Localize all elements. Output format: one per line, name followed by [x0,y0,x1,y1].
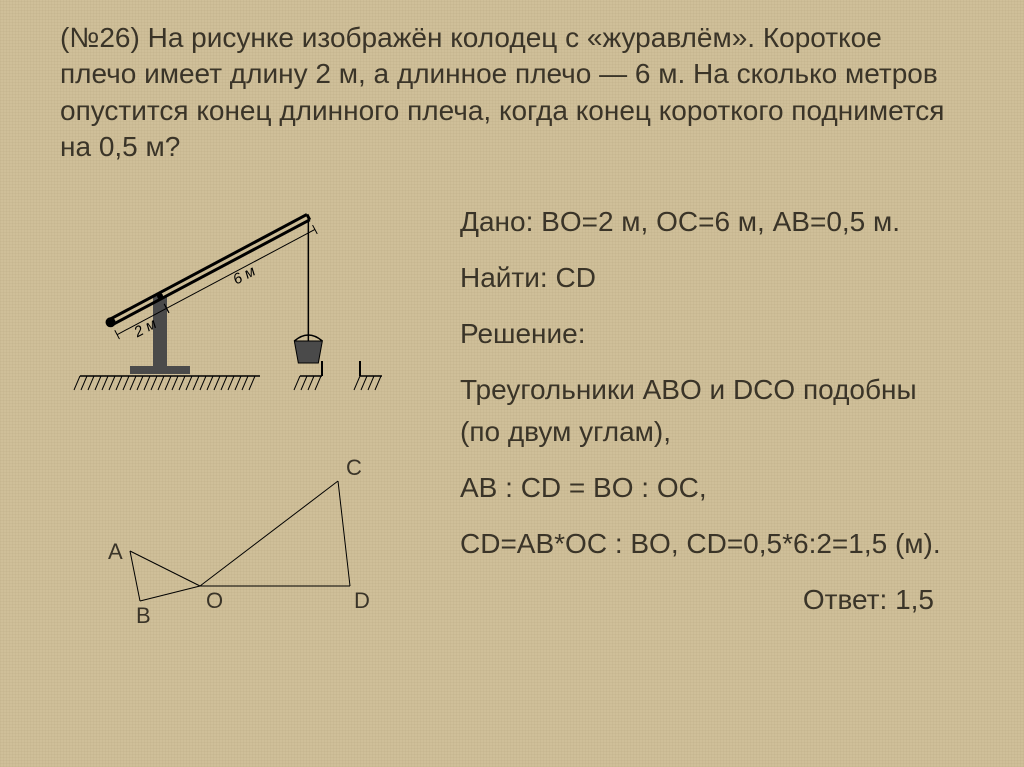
content-row: 2 м6 м ABCDO Дано: BO=2 м, OC=6 м, AB=0,… [60,201,964,641]
given-text: BO=2 м, OC=6 м, AB=0,5 м. [541,206,900,237]
svg-text:6 м: 6 м [230,262,258,288]
problem-statement: (№26) На рисунке изображён колодец с «жу… [60,20,964,166]
solution-column: Дано: BO=2 м, OC=6 м, AB=0,5 м. Найти: C… [460,201,964,641]
figures-column: 2 м6 м A B C D O [60,201,440,641]
find-text: CD [555,262,595,293]
problem-text: (№26) На рисунке изображён колодец с «жу… [60,22,944,162]
solution-line-1: AB : CD = BO : OC, [460,467,964,509]
solution-line-0: Треугольники ABO и DCO подобны (по двум … [460,369,964,453]
svg-text:B: B [136,603,151,628]
svg-text:C: C [346,455,362,480]
triangles-diagram: A B C D O [60,441,390,641]
solution-line-2: CD=AB*OC : BO, CD=0,5*6:2=1,5 (м). [460,523,964,565]
given-line: Дано: BO=2 м, OC=6 м, AB=0,5 м. [460,201,964,243]
answer-value: 1,5 [895,584,934,615]
find-line: Найти: CD [460,257,964,299]
svg-text:O: O [206,588,223,613]
answer-line: Ответ: 1,5 [460,579,964,621]
svg-text:A: A [108,539,123,564]
find-label: Найти: [460,262,548,293]
given-label: Дано: [460,206,533,237]
solution-heading: Решение: [460,313,964,355]
svg-text:D: D [354,588,370,613]
answer-label: Ответ: [803,584,887,615]
well-diagram: 2 м6 м [60,201,390,421]
